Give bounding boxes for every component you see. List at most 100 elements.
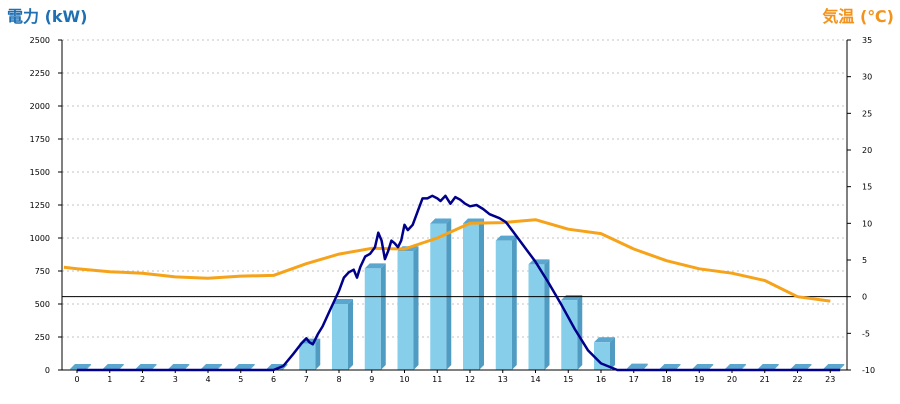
right-tick-label: 15 [862,183,872,192]
bar-8 [332,299,353,370]
bar-top [332,299,353,304]
left-tick-label: 2250 [30,69,50,78]
bar-side [773,364,779,370]
ticks-layer: 0 250 500 750 1000 1250 1500 1750 20 0 0 2250 2500 -1… [30,36,875,384]
bar-top [430,218,452,224]
x-tick-label: 15 [563,375,573,384]
axes-layer [61,40,848,371]
bar-top [233,364,255,369]
left-tick-label: 500 [35,300,50,309]
left-tick-label: 250 [35,333,50,342]
bar-side [86,364,91,370]
x-tick-label: 8 [336,375,341,384]
x-tick-label: 13 [498,375,508,384]
bar-front [364,268,381,370]
bar-front [299,343,316,370]
bar-front [495,240,512,370]
bar-side [642,363,648,370]
right-tick-label: 30 [862,73,872,82]
bar-side [675,364,681,370]
bars-layer [70,218,845,370]
left-tick-label: 2500 [30,36,50,45]
x-tick-label: 4 [205,375,210,384]
x-tick-label: 18 [661,375,671,384]
x-tick-label: 14 [530,375,540,384]
bar-12 [463,218,484,370]
bar-top [692,364,714,369]
bar-top [70,364,91,369]
left-tick-label: 1500 [30,168,50,177]
x-tick-label: 10 [399,375,409,384]
lines-layer [63,194,841,372]
bar-front [332,304,348,370]
bar-13 [495,235,517,370]
bar-top [757,364,779,369]
bar-side [348,299,353,370]
bar-15 [561,295,583,370]
x-tick-label: 6 [271,375,276,384]
right-tick-label: 5 [862,256,867,265]
bar-14 [528,259,550,370]
bar-16 [594,337,615,370]
bar-top [168,364,190,369]
bar-side [315,338,321,370]
bar-side [282,364,288,370]
bar-front [594,342,610,370]
left-tick-label: 1250 [30,201,50,210]
bar-front [528,264,545,370]
bar-side [708,364,714,370]
bar-side [577,295,583,370]
bar-top [102,364,124,369]
left-tick-label: 750 [35,267,50,276]
bar-side [610,337,615,370]
bar-10 [397,246,419,370]
x-tick-label: 3 [173,375,178,384]
bar-side [511,235,517,370]
bar-top [495,235,517,241]
x-tick-label: 0 [74,375,79,384]
bar-9 [364,263,386,370]
x-tick-label: 20 [727,375,737,384]
bar-top [725,364,746,369]
x-tick-label: 5 [238,375,243,384]
grid-layer [62,39,847,338]
right-tick-label: 25 [862,109,872,118]
bar-side [839,364,845,370]
x-tick-label: 16 [596,375,606,384]
right-tick-label: -10 [862,366,875,375]
left-tick-label: 1000 [30,234,50,243]
x-tick-label: 17 [629,375,639,384]
right-tick-label: 0 [862,293,867,302]
power-line [77,194,841,372]
x-tick-label: 12 [465,375,475,384]
bar-top [659,364,681,369]
bar-side [217,364,222,370]
left-axis-title: 電力 (kW) [7,7,88,26]
right-tick-label: -5 [862,329,870,338]
bar-side [118,364,124,370]
bar-side [413,246,419,370]
bar-side [380,263,386,370]
bar-side [151,364,157,370]
bar-top [135,364,157,369]
bar-top [201,364,222,369]
bar-front [561,300,578,370]
x-tick-label: 23 [825,375,835,384]
bar-top [594,337,615,343]
left-tick-label: 0 [45,366,50,375]
bar-front [397,251,414,370]
bar-top [364,263,386,269]
left-tick-label: 1750 [30,135,50,144]
x-tick-label: 19 [694,375,704,384]
bar-side [446,218,452,370]
bar-11 [430,218,452,370]
x-tick-label: 2 [140,375,145,384]
bar-side [184,364,190,370]
right-tick-label: 20 [862,146,872,155]
right-axis-title: 気温 (℃) [822,7,894,26]
bar-top [823,364,845,369]
x-tick-label: 21 [760,375,770,384]
bar-top [626,363,648,369]
